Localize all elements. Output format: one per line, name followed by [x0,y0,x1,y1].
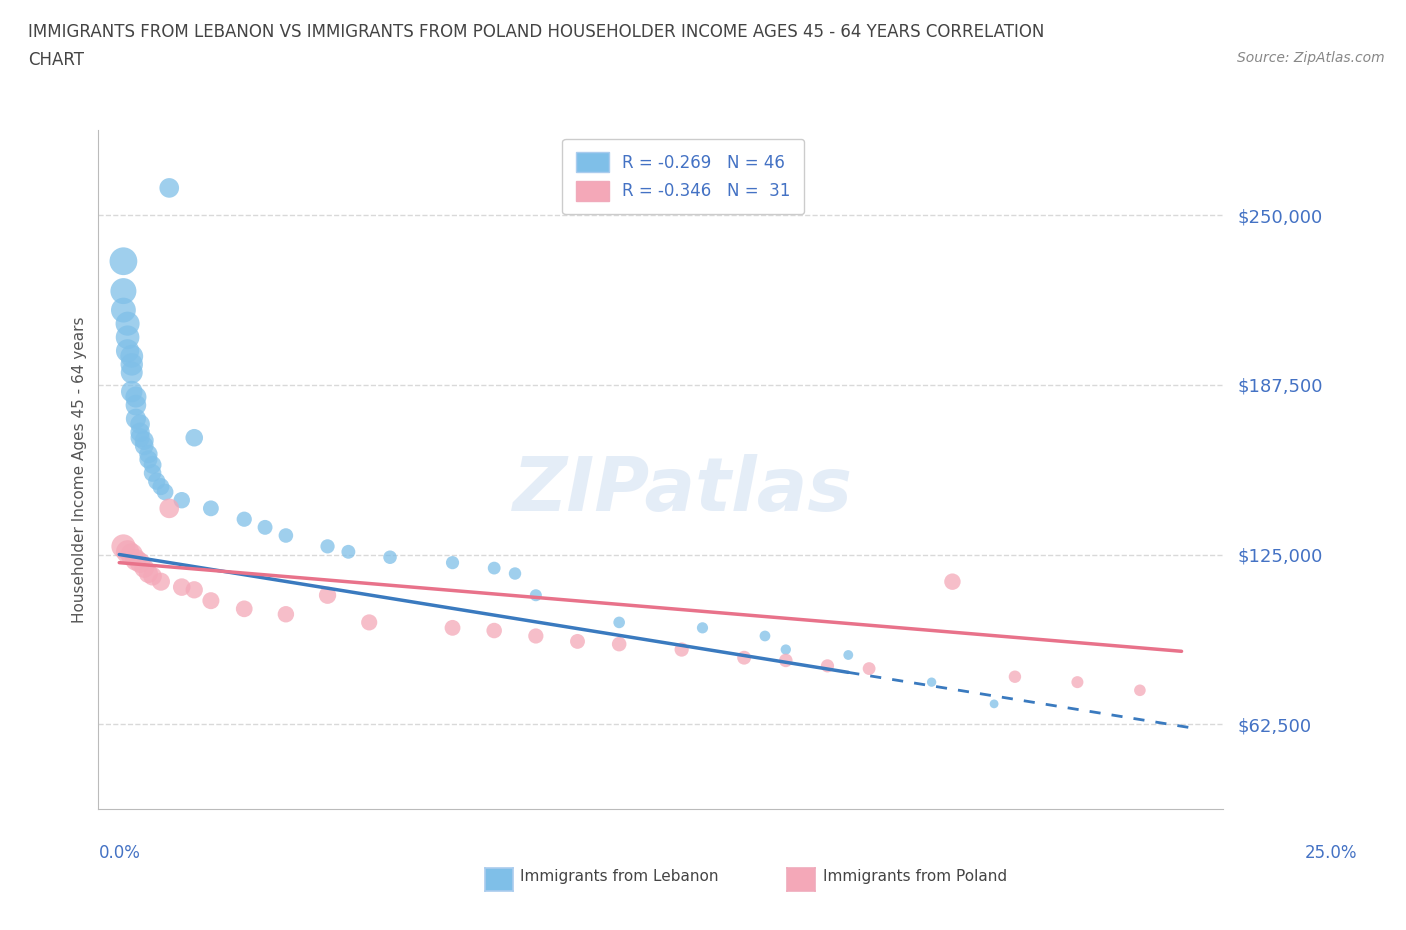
Point [142,569,165,584]
Point [858,661,880,676]
Point [359,615,381,630]
Text: Source: ZipAtlas.com: Source: ZipAtlas.com [1237,51,1385,65]
Point [200,501,222,516]
Point [142,458,165,472]
Text: Immigrants from Poland: Immigrants from Poland [823,869,1007,883]
Point [138,446,160,461]
Point [274,528,297,543]
Point [121,357,143,372]
Point [183,582,205,597]
Y-axis label: Householder Income Ages 45 - 64 years: Householder Income Ages 45 - 64 years [72,316,87,623]
Text: Immigrants from Lebanon: Immigrants from Lebanon [520,869,718,883]
Point [983,697,1005,711]
Text: IMMIGRANTS FROM LEBANON VS IMMIGRANTS FROM POLAND HOUSEHOLDER INCOME AGES 45 - 6: IMMIGRANTS FROM LEBANON VS IMMIGRANTS FR… [28,23,1045,41]
Point [482,623,505,638]
Point [1004,670,1026,684]
Point [692,620,714,635]
Point [503,566,526,581]
Point [607,637,630,652]
Point [524,588,547,603]
Point [170,493,193,508]
Point [125,552,148,567]
Text: 0.0%: 0.0% [98,844,141,862]
Point [125,390,148,405]
Point [775,653,797,668]
Point [134,561,156,576]
Point [837,647,859,662]
Point [1066,674,1088,689]
Point [121,547,143,562]
Point [817,658,839,673]
Point [183,431,205,445]
Point [142,466,165,481]
Legend: R = -0.269   N = 46, R = -0.346   N =  31: R = -0.269 N = 46, R = -0.346 N = 31 [562,139,804,214]
Text: 25.0%: 25.0% [1305,844,1357,862]
Point [233,512,256,526]
Point [129,555,152,570]
Point [775,642,797,657]
Point [1129,683,1152,698]
Point [233,602,256,617]
Point [941,574,963,589]
Point [121,365,143,380]
Point [129,417,152,432]
Text: ZIPatlas: ZIPatlas [513,454,853,526]
Point [149,479,172,494]
Point [157,180,180,195]
Point [121,349,143,364]
Text: CHART: CHART [28,51,84,69]
Point [149,574,172,589]
Point [170,579,193,594]
Point [138,452,160,467]
Point [337,544,360,559]
Point [112,302,135,317]
Point [134,438,156,453]
Point [441,555,464,570]
Point [129,431,152,445]
Point [316,538,339,553]
Point [524,629,547,644]
Point [134,433,156,448]
Point [754,629,776,644]
Point [117,316,139,331]
Point [112,284,135,299]
Point [157,501,180,516]
Point [921,674,943,689]
Point [125,398,148,413]
Point [112,254,135,269]
Point [607,615,630,630]
Point [378,550,401,565]
Point [316,588,339,603]
Point [274,606,297,621]
Point [145,473,167,488]
Point [117,544,139,559]
Point [200,593,222,608]
Point [129,425,152,440]
Point [117,330,139,345]
Point [117,343,139,358]
Point [121,384,143,399]
Point [482,561,505,576]
Point [441,620,464,635]
Point [733,650,755,665]
Point [671,642,693,657]
Point [112,538,135,553]
Point [138,566,160,581]
Point [254,520,277,535]
Point [125,411,148,426]
Point [153,485,176,499]
Point [567,634,589,649]
